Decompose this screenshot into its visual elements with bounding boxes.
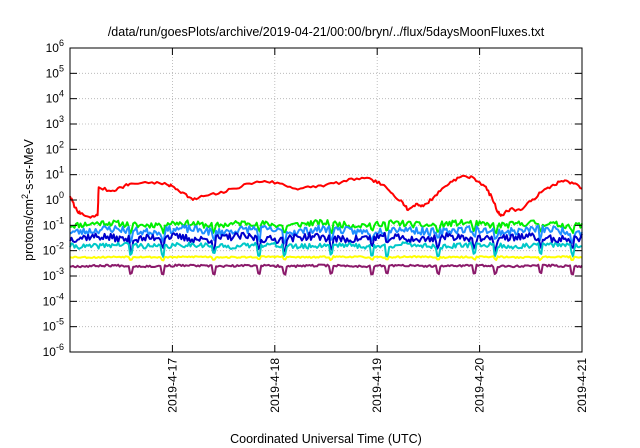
- y-axis-label-rest: -s-sr-MeV: [22, 138, 36, 194]
- y-tick-label-base: 10: [46, 168, 60, 182]
- y-tick-label-exp: 1: [59, 165, 64, 175]
- series-line-1: [69, 174, 583, 219]
- y-tick-label-exp: -5: [56, 317, 64, 327]
- y-tick-label-base: 10: [43, 218, 57, 232]
- y-tick-label-base: 10: [43, 269, 57, 283]
- y-tick-label-exp: 5: [59, 63, 64, 73]
- y-tick-label-exp: -2: [56, 241, 64, 251]
- series-line-2: [69, 218, 583, 235]
- y-tick-label: 102: [46, 139, 64, 156]
- y-tick-label-base: 10: [46, 193, 60, 207]
- series-line-6: [69, 255, 583, 262]
- y-tick-label-exp: 3: [59, 114, 64, 124]
- x-tick-label: 2019-4-20: [473, 358, 487, 413]
- y-tick-label-base: 10: [43, 294, 57, 308]
- y-tick-label-base: 10: [46, 117, 60, 131]
- y-tick-label-base: 10: [43, 345, 57, 359]
- grid: [70, 48, 582, 352]
- y-tick-label-exp: 6: [59, 38, 64, 48]
- y-axis-label-sup: 2: [20, 194, 30, 199]
- y-axis-label-base: protons/cm: [22, 199, 36, 261]
- y-tick-label: 103: [46, 114, 64, 131]
- x-tick-label: 2019-4-19: [370, 358, 384, 413]
- y-tick-label-exp: -3: [56, 266, 64, 276]
- chart-title: /data/run/goesPlots/archive/2019-04-21/0…: [108, 25, 545, 39]
- y-tick-label-exp: 2: [59, 139, 64, 149]
- y-tick-label: 10-6: [43, 342, 64, 359]
- y-tick-label-base: 10: [46, 41, 60, 55]
- y-tick-label: 105: [46, 63, 64, 80]
- x-tick-label: 2019-4-21: [575, 358, 589, 413]
- y-tick-label: 10-5: [43, 317, 64, 334]
- y-tick-label-base: 10: [46, 142, 60, 156]
- y-tick-label: 104: [46, 89, 64, 106]
- series-line-7: [69, 263, 583, 276]
- y-tick-label: 100: [46, 190, 64, 207]
- y-tick-label-exp: 0: [59, 190, 64, 200]
- y-tick-label: 10-1: [43, 215, 64, 232]
- series-group: [69, 174, 583, 276]
- y-tick-label-exp: -6: [56, 342, 64, 352]
- y-tick-label: 10-3: [43, 266, 64, 283]
- y-tick-label-base: 10: [43, 244, 57, 258]
- x-tick-label: 2019-4-17: [165, 358, 179, 413]
- series-line-3: [69, 224, 583, 245]
- y-tick-label-base: 10: [43, 320, 57, 334]
- y-tick-label: 10-2: [43, 241, 64, 258]
- y-tick-label-exp: -1: [56, 215, 64, 225]
- ticks: 10-610-510-410-310-210-11001011021031041…: [43, 38, 589, 413]
- y-tick-label: 10-4: [43, 291, 64, 308]
- y-axis-label: protons/cm2-s-sr-MeV: [20, 138, 36, 260]
- y-tick-label-exp: -4: [56, 291, 64, 301]
- y-tick-label-exp: 4: [59, 89, 64, 99]
- y-tick-label: 106: [46, 38, 64, 55]
- series-line-4: [69, 231, 583, 254]
- y-tick-label-base: 10: [46, 92, 60, 106]
- x-tick-label: 2019-4-18: [268, 358, 282, 413]
- y-tick-label-base: 10: [46, 66, 60, 80]
- series-line-5: [69, 241, 583, 259]
- y-tick-label: 101: [46, 165, 64, 182]
- x-axis-label: Coordinated Universal Time (UTC): [230, 432, 422, 446]
